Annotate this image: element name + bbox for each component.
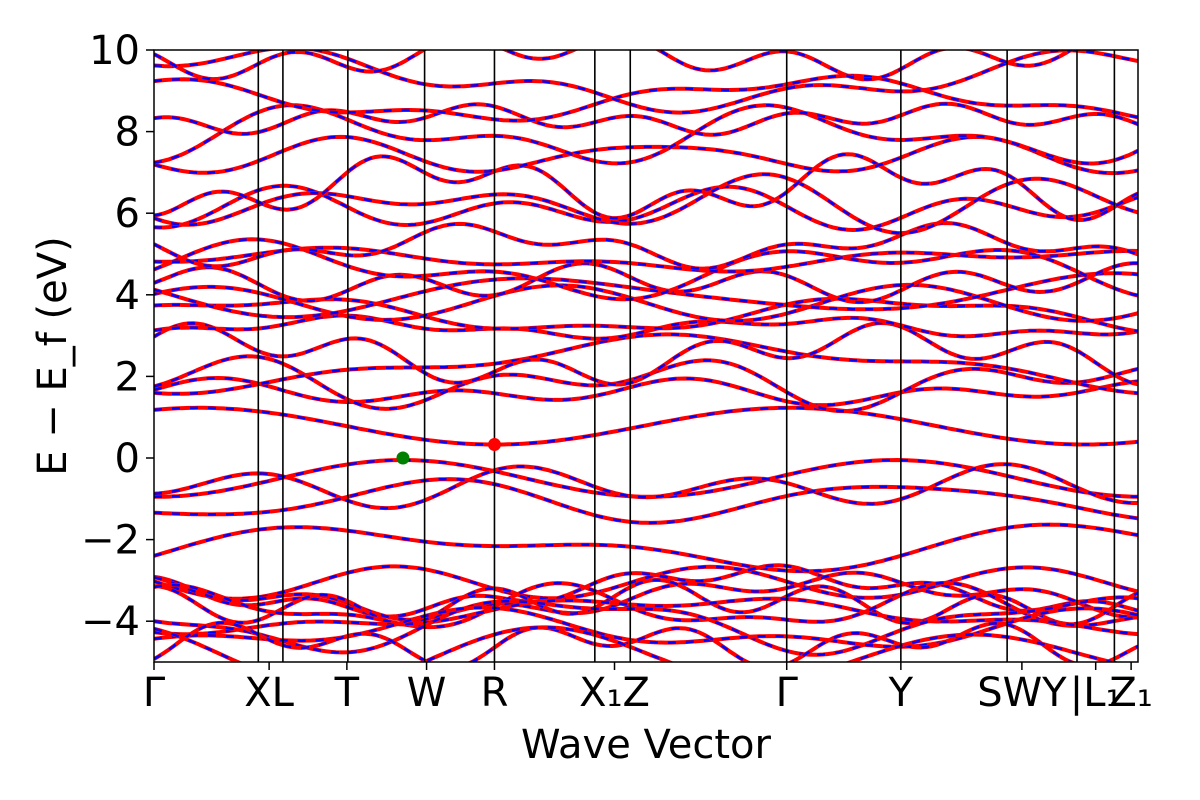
- band-line-blue-dashed: [154, 238, 1138, 301]
- band-line-blue-dashed: [154, 621, 1138, 662]
- y-tick-label: −4: [81, 599, 140, 645]
- x-tick-label: T: [334, 670, 360, 716]
- y-axis-ticks: 10 8 6 4 2 0 −2 −4: [81, 28, 154, 645]
- band-line-blue-dashed: [154, 477, 1138, 525]
- y-tick-label: 4: [115, 273, 140, 319]
- y-tick-label: −2: [81, 518, 140, 564]
- y-tick-label: 2: [115, 354, 140, 400]
- x-axis-label: Wave Vector: [521, 722, 772, 768]
- band-line-red: [154, 625, 1120, 662]
- x-tick-label: Z₁: [1109, 670, 1152, 716]
- high-symmetry-lines: [257, 50, 1116, 662]
- band-line-blue-dashed: [154, 406, 1138, 446]
- band-line-blue-dashed: [154, 314, 1138, 340]
- band-line-blue-dashed: [154, 271, 1138, 319]
- band-line-blue-dashed: [154, 564, 1138, 618]
- band-line-blue-dashed: [154, 596, 1138, 657]
- x-tick-label: X₁Z: [579, 670, 650, 716]
- band-line-red: [154, 375, 1138, 408]
- band-line-blue-dashed: [154, 355, 1138, 413]
- band-line-blue-dashed: [154, 523, 1138, 573]
- band-line-blue-dashed: [154, 462, 1138, 510]
- x-tick-label: XL: [244, 670, 294, 716]
- band-line-blue-dashed: [154, 74, 1138, 122]
- band-line-blue-dashed: [154, 321, 1138, 386]
- band-line-blue-dashed: [154, 597, 1138, 636]
- band-line-blue-dashed: [154, 578, 1138, 626]
- band-line-red: [154, 477, 1138, 525]
- band-line-blue-dashed: [154, 246, 1138, 273]
- band-line-red: [154, 261, 1138, 305]
- x-tick-label: Γ: [143, 670, 166, 716]
- extrema-markers: [396, 438, 501, 465]
- band-line-blue-dashed: [154, 283, 1138, 323]
- x-tick-label: |L₁: [1070, 670, 1122, 716]
- band-line-red: [154, 172, 1138, 236]
- y-axis-label: E − E_f (eV): [30, 236, 76, 475]
- x-tick-label: R: [481, 670, 509, 716]
- band-lines: [154, 50, 1138, 662]
- band-line-blue-dashed: [154, 376, 1138, 407]
- y-tick-label: 6: [115, 191, 140, 237]
- x-tick-label: W: [407, 670, 447, 716]
- band-line-red: [154, 405, 1138, 447]
- x-tick-label: Γ: [776, 670, 799, 716]
- y-tick-label: 10: [89, 28, 140, 74]
- band-line-blue-dashed: [154, 172, 1138, 235]
- x-tick-label: Y: [888, 670, 914, 716]
- band-line-red: [154, 220, 1138, 271]
- y-tick-label: 8: [115, 110, 140, 156]
- band-line-blue-dashed: [154, 565, 1138, 600]
- band-line-blue-dashed: [154, 221, 1138, 270]
- band-line-blue-dashed: [154, 135, 1138, 175]
- vbm-marker: [396, 451, 410, 465]
- band-line-blue-dashed: [154, 581, 1138, 629]
- band-line-blue-dashed: [154, 152, 1138, 222]
- x-tick-label: SWY: [977, 670, 1067, 716]
- band-line-blue-dashed: [154, 333, 1138, 396]
- cbm-marker: [487, 438, 501, 452]
- y-tick-label: 0: [115, 436, 140, 482]
- band-line-red: [154, 50, 1076, 82]
- plot-frame: [153, 49, 1139, 663]
